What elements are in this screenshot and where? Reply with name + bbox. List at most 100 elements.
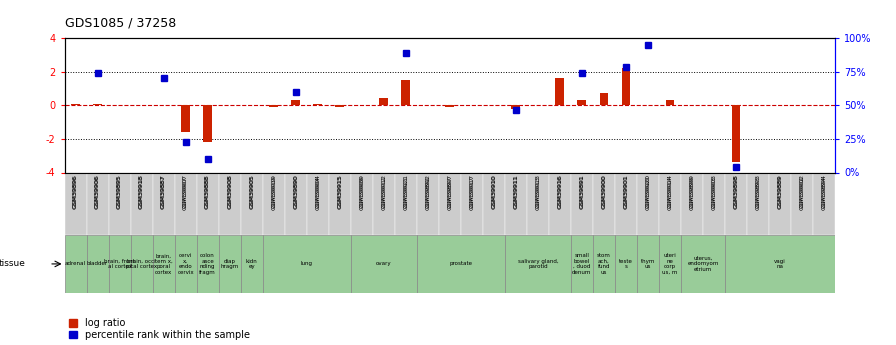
Bar xyxy=(65,235,87,293)
Bar xyxy=(131,172,152,235)
Text: GSM39897: GSM39897 xyxy=(447,176,452,210)
Bar xyxy=(152,235,175,293)
Text: colon
asce
nding
fragm: colon asce nding fragm xyxy=(199,253,216,275)
Text: GSM39904: GSM39904 xyxy=(315,174,320,208)
Bar xyxy=(666,100,675,105)
Bar xyxy=(549,172,571,235)
Text: GSM39888: GSM39888 xyxy=(205,174,211,208)
Bar xyxy=(314,104,322,105)
Text: teste
s: teste s xyxy=(619,259,633,269)
Text: bladder: bladder xyxy=(87,262,108,266)
Bar xyxy=(445,105,454,107)
Text: GSM39917: GSM39917 xyxy=(470,176,474,210)
Bar xyxy=(813,172,835,235)
Text: GSM39892: GSM39892 xyxy=(426,174,430,208)
Bar xyxy=(335,105,344,107)
Text: GSM39911: GSM39911 xyxy=(513,176,519,209)
Bar xyxy=(571,235,593,293)
Text: GSM39913: GSM39913 xyxy=(535,174,540,208)
Bar xyxy=(659,172,681,235)
Bar xyxy=(732,105,740,162)
Text: GSM39915: GSM39915 xyxy=(337,176,342,209)
Text: GDS1085 / 37258: GDS1085 / 37258 xyxy=(65,16,176,29)
Bar xyxy=(203,105,212,142)
Text: GSM39889: GSM39889 xyxy=(778,174,782,208)
Text: GSM39911: GSM39911 xyxy=(513,174,519,208)
Bar xyxy=(599,93,608,105)
Text: GSM39908: GSM39908 xyxy=(227,174,232,208)
Bar xyxy=(263,235,350,293)
Text: GSM39887: GSM39887 xyxy=(161,176,166,209)
Text: GSM39900: GSM39900 xyxy=(601,174,607,208)
Bar xyxy=(395,172,417,235)
Bar xyxy=(578,100,586,105)
Text: GSM39891: GSM39891 xyxy=(580,174,584,208)
Bar xyxy=(417,172,439,235)
Text: lung: lung xyxy=(301,262,313,266)
Text: GSM39891: GSM39891 xyxy=(580,176,584,209)
Bar xyxy=(725,235,835,293)
Text: GSM39897: GSM39897 xyxy=(447,174,452,208)
Text: GSM39914: GSM39914 xyxy=(668,176,673,210)
Text: ovary: ovary xyxy=(376,262,392,266)
Bar xyxy=(65,172,87,235)
Text: GSM39915: GSM39915 xyxy=(337,174,342,208)
Bar xyxy=(196,172,219,235)
Bar xyxy=(379,99,388,105)
Text: GSM39899: GSM39899 xyxy=(689,174,694,208)
Bar xyxy=(527,172,549,235)
Bar xyxy=(306,172,329,235)
Bar xyxy=(615,235,637,293)
Bar xyxy=(350,235,417,293)
Bar xyxy=(71,104,80,105)
Text: GSM39920: GSM39920 xyxy=(645,174,650,208)
Bar xyxy=(703,172,725,235)
Bar xyxy=(152,172,175,235)
Bar xyxy=(461,172,483,235)
Bar xyxy=(659,235,681,293)
Text: vagi
na: vagi na xyxy=(774,259,786,269)
Bar xyxy=(504,172,527,235)
Text: GSM39909: GSM39909 xyxy=(359,176,365,210)
Bar xyxy=(556,78,564,105)
Text: GSM39900: GSM39900 xyxy=(601,176,607,209)
Bar xyxy=(87,235,108,293)
Text: GSM39914: GSM39914 xyxy=(668,174,673,208)
Text: GSM39901: GSM39901 xyxy=(624,176,628,209)
Text: GSM39894: GSM39894 xyxy=(822,174,827,208)
Bar xyxy=(241,235,263,293)
Bar xyxy=(747,172,769,235)
Text: GSM39921: GSM39921 xyxy=(403,174,409,208)
Text: GSM39919: GSM39919 xyxy=(271,176,276,210)
Text: GSM39916: GSM39916 xyxy=(557,174,563,208)
Text: cervi
x,
endo
cervix: cervi x, endo cervix xyxy=(177,253,194,275)
Text: adrenal: adrenal xyxy=(65,262,86,266)
Text: GSM39893: GSM39893 xyxy=(755,176,761,210)
Bar xyxy=(637,235,659,293)
Bar xyxy=(108,172,131,235)
Bar xyxy=(270,105,278,107)
Text: GSM39910: GSM39910 xyxy=(491,176,496,209)
Bar xyxy=(241,172,263,235)
Text: GSM39918: GSM39918 xyxy=(139,176,144,209)
Text: GSM39910: GSM39910 xyxy=(491,174,496,208)
Bar xyxy=(622,68,630,105)
Bar xyxy=(512,105,521,109)
Bar xyxy=(219,235,241,293)
Text: GSM39905: GSM39905 xyxy=(249,176,254,209)
Bar xyxy=(681,235,725,293)
Text: GSM39895: GSM39895 xyxy=(117,176,122,209)
Text: GSM39921: GSM39921 xyxy=(403,176,409,210)
Text: GSM39888: GSM39888 xyxy=(205,176,211,209)
Text: GSM39912: GSM39912 xyxy=(381,174,386,208)
Text: GSM39904: GSM39904 xyxy=(315,176,320,210)
Text: GSM39903: GSM39903 xyxy=(711,174,717,208)
Bar xyxy=(219,172,241,235)
Text: GSM39892: GSM39892 xyxy=(426,176,430,210)
Text: GSM39896: GSM39896 xyxy=(73,174,78,208)
Text: GSM39890: GSM39890 xyxy=(293,174,298,208)
Bar xyxy=(769,172,791,235)
Bar xyxy=(175,172,196,235)
Text: GSM39890: GSM39890 xyxy=(293,176,298,209)
Text: GSM39916: GSM39916 xyxy=(557,176,563,209)
